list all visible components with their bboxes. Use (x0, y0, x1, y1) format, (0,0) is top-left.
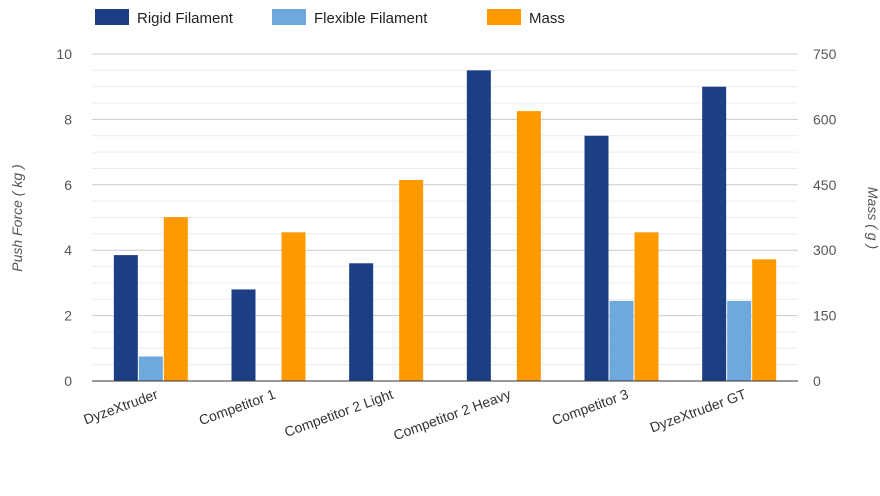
y-tick-label: 6 (64, 177, 72, 193)
y-tick-label: 2 (64, 308, 72, 324)
bar-mass[interactable] (516, 111, 541, 381)
category-label: DyzeXtruder GT (648, 386, 749, 436)
y2-tick-label: 0 (813, 373, 821, 389)
y-tick-label: 10 (56, 46, 72, 62)
bar-rigid-filament[interactable] (466, 70, 491, 381)
bar-rigid-filament[interactable] (702, 86, 727, 381)
legend-label: Flexible Filament (314, 10, 428, 27)
bar-mass[interactable] (752, 259, 777, 381)
y-tick-label: 0 (64, 373, 72, 389)
legend-label: Mass (529, 10, 565, 27)
category-labels: DyzeXtruder Competitor 1 Competitor 2 Ligh… (81, 386, 748, 444)
legend-swatch (95, 9, 129, 25)
bar-mass[interactable] (281, 232, 306, 381)
category-label: Competitor 2 Light (282, 386, 395, 440)
bar-mass[interactable] (399, 180, 424, 381)
tick-labels: 0 2 4 6 8 10 0 150 300 450 600 750 (56, 46, 836, 389)
legend-label: Rigid Filament (137, 10, 234, 27)
legend-swatch (487, 9, 521, 25)
bar-rigid-filament[interactable] (113, 255, 138, 381)
bar-rigid-filament[interactable] (231, 289, 256, 381)
bar-flexible-filament[interactable] (727, 300, 752, 381)
y2-tick-label: 450 (813, 177, 837, 193)
category-label: Competitor 1 (197, 386, 278, 429)
category-label: DyzeXtruder (81, 386, 160, 428)
category-label: Competitor 3 (550, 386, 631, 429)
bar-mass[interactable] (634, 232, 659, 381)
y2-axis-title: Mass ( g ) (865, 187, 880, 249)
y-tick-label: 8 (64, 111, 72, 127)
legend[interactable]: Rigid Filament Flexible Filament Mass (95, 9, 565, 27)
bars (113, 70, 777, 381)
y2-tick-label: 750 (813, 46, 837, 62)
bar-rigid-filament[interactable] (349, 263, 374, 381)
y-axis-title: Push Force ( kg ) (9, 164, 25, 271)
bar-rigid-filament[interactable] (584, 135, 609, 381)
y2-tick-label: 150 (813, 308, 837, 324)
y2-tick-label: 600 (813, 111, 837, 127)
y-tick-label: 4 (64, 242, 72, 258)
y2-tick-label: 300 (813, 242, 837, 258)
gridlines (92, 53, 798, 366)
bar-flexible-filament[interactable] (609, 300, 634, 381)
category-label: Competitor 2 Heavy (391, 386, 513, 443)
bar-flexible-filament[interactable] (138, 356, 163, 381)
legend-swatch (272, 9, 306, 25)
bar-mass[interactable] (163, 217, 188, 381)
